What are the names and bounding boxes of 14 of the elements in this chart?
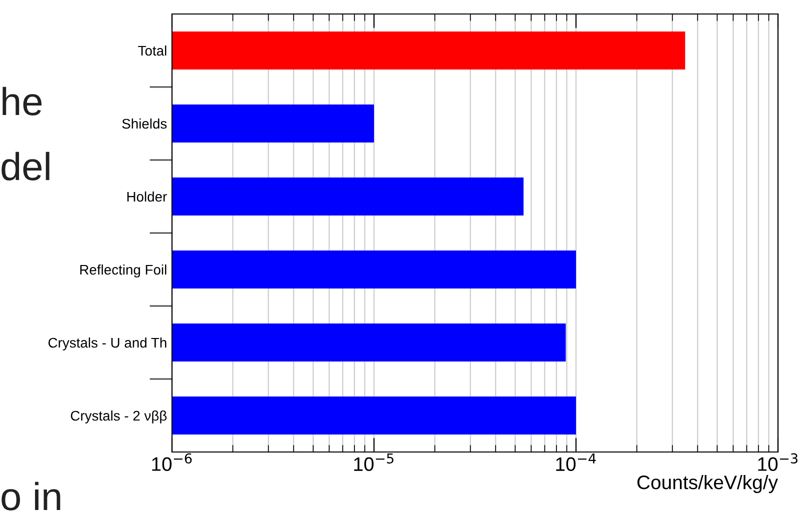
text: del xyxy=(2,152,50,180)
x-axis-title: Counts/keV/kg/y xyxy=(637,474,778,494)
x-tick-label: 10$^{−4}$ xyxy=(556,453,596,472)
y-tick-label: Shields xyxy=(122,118,167,129)
y-tick-label: Holder xyxy=(127,191,167,202)
x-tick-label: 10$^{−6}$ xyxy=(152,453,192,471)
text: he xyxy=(2,86,42,116)
text: o in xyxy=(2,482,60,510)
y-tick-label: Total xyxy=(138,45,166,56)
y-tick-label: Crystals - U and Th xyxy=(48,337,166,350)
x-tick-label: 10$^{−5}$ xyxy=(354,453,394,472)
x-tick-label: 10$^{−3}$ xyxy=(758,453,798,471)
y-tick-label: Crystals - 2 νββ xyxy=(70,410,167,424)
y-tick-label: Reflecting Foil xyxy=(80,264,166,278)
